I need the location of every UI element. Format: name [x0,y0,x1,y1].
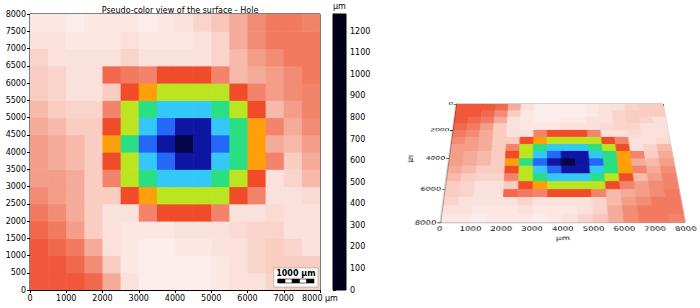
svg-text:1000: 1000 [459,225,481,233]
svg-text:2500: 2500 [6,199,26,208]
svg-text:µm: µm [556,235,570,243]
svg-text:1000 µm: 1000 µm [276,269,315,278]
svg-text:6000: 6000 [237,294,257,303]
svg-text:300: 300 [350,221,365,230]
svg-text:0: 0 [437,225,443,233]
svg-text:0: 0 [27,294,32,303]
svg-text:µm: µm [333,2,346,11]
svg-text:200: 200 [350,242,365,251]
svg-text:7000: 7000 [644,225,667,233]
svg-text:900: 900 [350,91,365,100]
svg-text:6500: 6500 [6,61,26,70]
svg-text:500: 500 [350,178,365,187]
svg-text:7000: 7000 [6,44,26,53]
svg-text:4000: 4000 [165,294,185,303]
svg-text:4000: 4000 [425,155,446,161]
svg-text:1200: 1200 [350,27,370,36]
svg-text:0: 0 [21,286,26,295]
svg-text:500: 500 [11,268,26,277]
svg-text:7000: 7000 [274,294,294,303]
svg-text:800: 800 [350,113,365,122]
svg-text:0: 0 [448,101,453,106]
svg-text:Pseudo-color view of the surfa: Pseudo-color view of the surface - Hole [102,6,259,15]
svg-text:700: 700 [350,135,365,144]
svg-text:5500: 5500 [6,96,26,105]
svg-text:2000: 2000 [430,127,450,133]
svg-text:1000: 1000 [6,251,26,260]
svg-text:4000: 4000 [6,148,26,157]
svg-text:100: 100 [350,264,365,273]
svg-text:4000: 4000 [552,225,574,233]
svg-text:1100: 1100 [350,48,370,57]
svg-text:7500: 7500 [6,27,26,36]
svg-text:µm: µm [406,154,417,162]
svg-text:2000: 2000 [6,217,26,226]
svg-text:3000: 3000 [6,182,26,191]
svg-text:2000: 2000 [490,225,512,233]
svg-text:3500: 3500 [6,165,26,174]
svg-text:6000: 6000 [420,186,442,193]
svg-text:1000: 1000 [350,70,370,79]
svg-text:4500: 4500 [6,130,26,139]
svg-text:8000 µm: 8000 µm [302,294,338,303]
svg-text:6000: 6000 [6,79,26,88]
svg-text:6000: 6000 [613,225,635,233]
svg-text:5000: 5000 [201,294,221,303]
svg-text:3000: 3000 [521,225,543,233]
svg-text:5000: 5000 [6,113,26,122]
svg-text:2000: 2000 [92,294,112,303]
svg-text:0: 0 [350,286,355,295]
svg-text:5000: 5000 [583,225,605,233]
svg-text:400: 400 [350,199,365,208]
svg-text:8000: 8000 [674,225,697,233]
svg-text:1000: 1000 [56,294,76,303]
svg-text:8000: 8000 [6,10,26,19]
svg-text:8000: 8000 [414,219,437,226]
svg-text:600: 600 [350,156,365,165]
svg-text:1500: 1500 [6,234,26,243]
svg-text:3000: 3000 [129,294,149,303]
